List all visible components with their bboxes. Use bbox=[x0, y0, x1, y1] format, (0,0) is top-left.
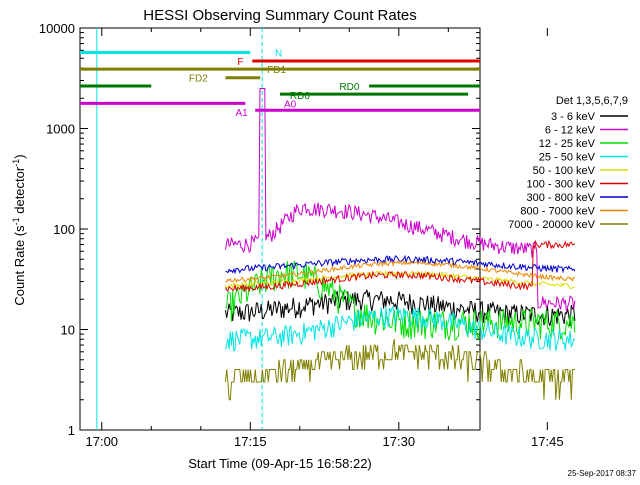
flag-label-a0: A0 bbox=[284, 99, 297, 110]
y-tick-label: 10 bbox=[61, 323, 75, 338]
y-tick-label: 100 bbox=[53, 222, 75, 237]
series-line-7 bbox=[225, 259, 576, 283]
legend-label: 25 - 50 keV bbox=[539, 152, 596, 164]
legend-label: 100 - 300 keV bbox=[527, 179, 596, 191]
y-axis-label-exp: -1 bbox=[11, 217, 21, 225]
flag-label-rd6: RD6 bbox=[290, 91, 310, 102]
series-line-6 bbox=[225, 254, 576, 275]
legend-label: 800 - 7000 keV bbox=[520, 206, 595, 218]
y-axis-label: Count Rate (s-1 detector-1) bbox=[11, 154, 27, 305]
y-axis-label-part: ) bbox=[12, 154, 27, 158]
series-line-5 bbox=[225, 239, 575, 293]
flag-label-fd1: FD1 bbox=[267, 65, 286, 76]
legend-label: 7000 - 20000 keV bbox=[508, 219, 596, 231]
legend-title: Det 1,3,5,6,7,9 bbox=[556, 95, 628, 107]
flag-label-fd2: FD2 bbox=[189, 74, 208, 85]
y-tick-label: 10000 bbox=[39, 21, 75, 36]
plot-timestamp: 25-Sep-2017 08:37 bbox=[568, 469, 637, 478]
legend-label: 300 - 800 keV bbox=[527, 192, 596, 204]
legend-label: 12 - 25 keV bbox=[539, 138, 596, 150]
series-line-1 bbox=[225, 88, 576, 312]
legend-label: 3 - 6 keV bbox=[551, 111, 596, 123]
series-line-3 bbox=[225, 305, 576, 352]
x-tick-label: 17:45 bbox=[531, 434, 564, 449]
y-axis-label-exp: -1 bbox=[11, 159, 21, 167]
series-line-4 bbox=[225, 269, 575, 290]
legend-label: 50 - 100 keV bbox=[533, 165, 596, 177]
legend-label: 6 - 12 keV bbox=[545, 125, 596, 137]
y-tick-label: 1000 bbox=[46, 122, 75, 137]
y-tick-label: 1 bbox=[68, 423, 75, 438]
x-tick-label: 17:00 bbox=[86, 434, 119, 449]
flag-label-rd0: RD0 bbox=[339, 82, 359, 93]
flag-label-a1: A1 bbox=[235, 108, 248, 119]
series-line-8 bbox=[225, 339, 575, 401]
x-tick-label: 17:30 bbox=[383, 434, 416, 449]
series-line-0 bbox=[225, 289, 576, 327]
x-axis-label: Start Time (09-Apr-15 16:58:22) bbox=[188, 456, 372, 471]
y-axis-label-part: detector bbox=[12, 166, 27, 217]
flag-label-f: F bbox=[237, 57, 243, 68]
series-line-2 bbox=[225, 260, 576, 342]
y-axis-label-part: Count Rate (s bbox=[12, 225, 27, 306]
x-tick-label: 17:15 bbox=[234, 434, 267, 449]
chart-title: HESSI Observing Summary Count Rates bbox=[143, 7, 416, 24]
flag-label-n: N bbox=[275, 49, 282, 60]
